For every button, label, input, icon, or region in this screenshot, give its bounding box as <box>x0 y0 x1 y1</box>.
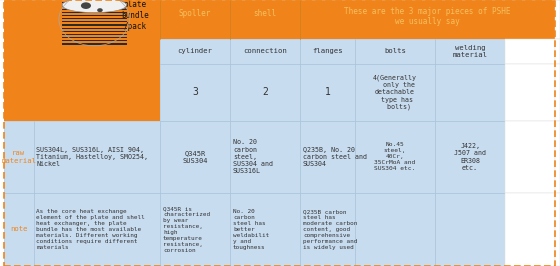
Text: As the core heat exchange
element of the plate and shell
heat exchanger, the pla: As the core heat exchange element of the… <box>36 209 145 250</box>
Bar <box>300 193 355 266</box>
Bar <box>4 0 34 39</box>
Text: cylinder: cylinder <box>178 48 213 54</box>
Bar <box>62 12 127 13</box>
Bar <box>355 39 435 64</box>
Text: 3: 3 <box>192 88 198 97</box>
Ellipse shape <box>81 2 91 9</box>
Bar <box>62 40 127 41</box>
Bar <box>230 121 300 193</box>
Bar <box>355 193 435 266</box>
Bar <box>230 193 300 266</box>
Bar <box>435 121 505 193</box>
Text: connection: connection <box>243 48 287 54</box>
Bar <box>34 193 160 266</box>
Text: J422,
J507 and
ER308
etc.: J422, J507 and ER308 etc. <box>454 143 486 171</box>
Bar <box>505 39 555 64</box>
Bar <box>300 0 555 39</box>
Bar <box>355 64 435 121</box>
Bar <box>62 28 127 29</box>
Bar <box>62 2 127 3</box>
Text: 1: 1 <box>325 88 330 97</box>
Bar <box>555 193 560 266</box>
Text: note: note <box>10 226 27 232</box>
Text: These are the 3 major pieces of PSHE
we usually say: These are the 3 major pieces of PSHE we … <box>344 7 511 27</box>
Bar <box>34 0 160 39</box>
Text: Q345R is
characterized
by wear
resistance,
high
temperature
resistance,
corrosio: Q345R is characterized by wear resistanc… <box>163 206 210 253</box>
Text: No.45
steel,
40Cr,
35CrMoA and
SUS304 etc.: No.45 steel, 40Cr, 35CrMoA and SUS304 et… <box>375 142 416 172</box>
Bar <box>555 64 560 121</box>
Bar <box>62 31 127 32</box>
Text: Q235B, No. 20
carbon steel and
SUS304: Q235B, No. 20 carbon steel and SUS304 <box>303 147 367 167</box>
Bar <box>62 34 127 35</box>
Text: No. 20
carbon
steel,
SUS304 and
SUS316L: No. 20 carbon steel, SUS304 and SUS316L <box>233 139 273 174</box>
Bar <box>62 15 127 16</box>
Bar <box>505 64 555 121</box>
Bar <box>62 9 127 10</box>
Bar <box>62 37 127 38</box>
Bar <box>300 39 355 64</box>
Bar <box>62 6 127 7</box>
Bar <box>160 193 230 266</box>
Bar <box>230 0 300 39</box>
Bar <box>355 121 435 193</box>
Bar <box>4 64 34 121</box>
Text: SUS304L, SUS316L, AISI 904,
Titanium, Hastelloy, SMO254,
Nickel: SUS304L, SUS316L, AISI 904, Titanium, Ha… <box>36 147 148 167</box>
Bar <box>435 39 505 64</box>
Bar <box>300 64 355 121</box>
Bar <box>555 0 560 39</box>
Text: Spoller: Spoller <box>179 10 211 18</box>
Bar <box>34 121 160 193</box>
Bar <box>300 121 355 193</box>
Bar <box>62 24 127 26</box>
Bar <box>34 39 160 64</box>
Bar <box>62 18 127 19</box>
Text: raw
material: raw material <box>1 150 36 164</box>
Bar <box>4 39 34 64</box>
Bar <box>555 121 560 193</box>
Bar <box>160 39 230 64</box>
Bar <box>435 193 505 266</box>
Text: 2: 2 <box>262 88 268 97</box>
Text: shell: shell <box>254 10 277 18</box>
Bar <box>505 121 555 193</box>
Bar <box>62 43 127 45</box>
Bar <box>4 193 34 266</box>
Text: Q235B carbon
steel has
moderate carbon
content, good
comprehensive
performance a: Q235B carbon steel has moderate carbon c… <box>303 209 357 250</box>
Bar <box>160 0 230 39</box>
Bar <box>34 64 160 121</box>
Bar <box>160 121 230 193</box>
Bar <box>505 193 555 266</box>
Bar <box>62 21 127 22</box>
Text: welding
material: welding material <box>452 45 488 58</box>
Text: plate
bundle
/pack: plate bundle /pack <box>121 0 149 31</box>
Bar <box>435 64 505 121</box>
Bar <box>4 121 34 193</box>
Bar <box>160 64 230 121</box>
Ellipse shape <box>97 8 102 12</box>
Bar <box>230 64 300 121</box>
Bar <box>555 39 560 64</box>
Ellipse shape <box>62 0 127 13</box>
Bar <box>230 39 300 64</box>
Text: Q345R
SUS304: Q345R SUS304 <box>183 150 208 164</box>
Text: No. 20
carbon
steel has
better
weldabilit
y and
toughness: No. 20 carbon steel has better weldabili… <box>233 209 269 250</box>
Text: 4(Generally
  only the
detachable
 type has
  bolts): 4(Generally only the detachable type has… <box>373 74 417 110</box>
Text: bolts: bolts <box>384 48 406 54</box>
Text: flanges: flanges <box>312 48 343 54</box>
